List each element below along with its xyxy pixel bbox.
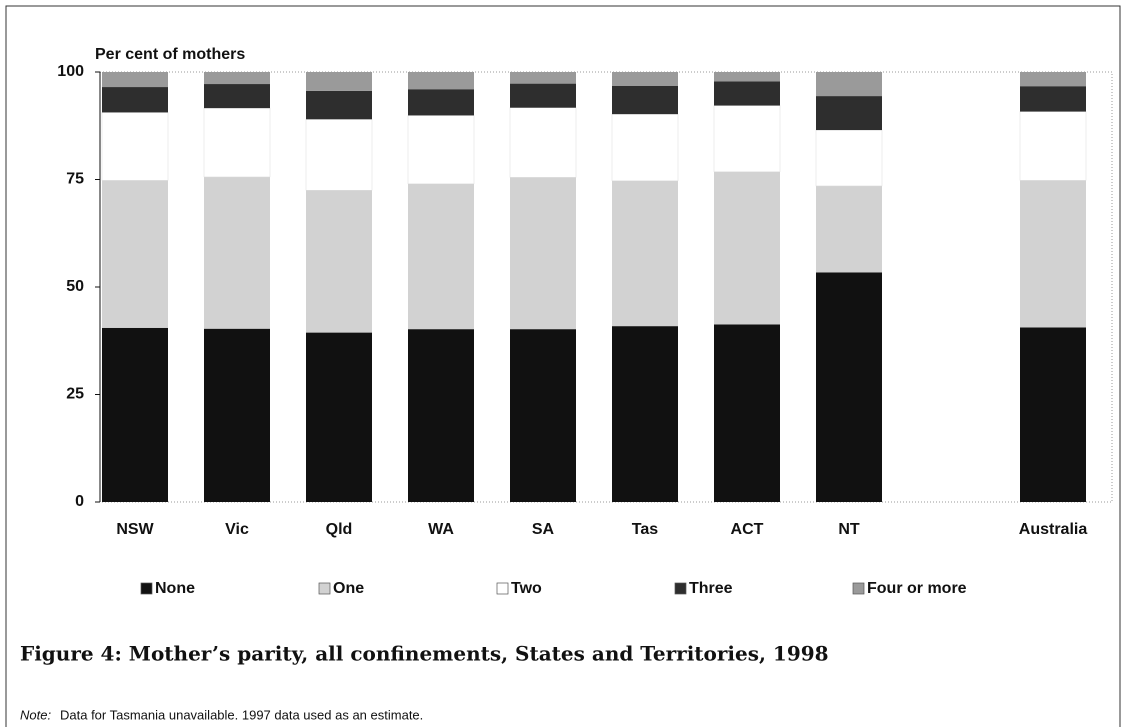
- legend-label: Four or more: [867, 580, 967, 597]
- bar-segment: [204, 72, 270, 85]
- legend-label: Two: [511, 580, 542, 597]
- bar-segment: [510, 72, 576, 84]
- legend-label: Three: [689, 580, 733, 597]
- bar-segment: [612, 72, 678, 86]
- bar-segment: [714, 324, 780, 502]
- legend-swatch: [852, 582, 865, 595]
- bar-segment: [408, 72, 474, 90]
- bar-segment: [203, 107, 271, 178]
- bar-segment: [1020, 86, 1086, 112]
- bar-segment: [306, 190, 372, 333]
- note: Data for Tasmania unavailable. 1997 data…: [60, 707, 423, 722]
- bar-segment: [816, 72, 882, 97]
- bar-segment: [204, 84, 270, 109]
- bar-segment: [509, 107, 577, 178]
- y-tick-label: 25: [66, 386, 84, 403]
- bar-segment: [816, 96, 882, 131]
- x-tick-label: Qld: [326, 521, 353, 538]
- bar-segment: [1020, 327, 1086, 502]
- legend-swatch: [674, 582, 687, 595]
- bar-segment: [306, 332, 372, 502]
- bar-segment: [510, 83, 576, 108]
- y-axis-title: Per cent of mothers: [95, 46, 245, 63]
- y-tick-label: 0: [75, 493, 84, 510]
- bar-segment: [714, 72, 780, 82]
- legend-swatch: [140, 582, 153, 595]
- bar-segment: [204, 328, 270, 502]
- bar-segment: [102, 72, 168, 88]
- bar-segment: [306, 90, 372, 120]
- x-tick-label: NT: [838, 521, 860, 538]
- x-tick-label: Australia: [1019, 521, 1088, 538]
- x-tick-label: Vic: [225, 521, 249, 538]
- bar-segment: [713, 105, 781, 173]
- bar-segment: [1019, 111, 1087, 181]
- bar-segment: [612, 85, 678, 115]
- x-tick-label: WA: [428, 521, 454, 538]
- bar-segment: [1020, 72, 1086, 87]
- bar-segment: [612, 180, 678, 327]
- y-tick-label: 100: [57, 63, 84, 80]
- legend-swatch: [496, 582, 509, 595]
- bar-segment: [510, 329, 576, 502]
- bar-segment: [204, 176, 270, 329]
- y-tick-label: 75: [66, 171, 84, 188]
- bar-segment: [306, 72, 372, 91]
- caption: Figure 4: Mother’s parity, all confineme…: [20, 642, 829, 666]
- bar-segment: [408, 183, 474, 330]
- x-tick-label: SA: [532, 521, 555, 538]
- bar-segment: [510, 177, 576, 330]
- legend-label: One: [333, 580, 364, 597]
- bar-segment: [407, 115, 475, 185]
- x-tick-label: ACT: [731, 521, 764, 538]
- bar-segment: [714, 171, 780, 325]
- bar-segment: [816, 185, 882, 273]
- bar-segment: [408, 329, 474, 502]
- legend-label: None: [155, 580, 195, 597]
- bar-segment: [305, 119, 373, 191]
- bar-segment: [1020, 180, 1086, 328]
- x-tick-label: NSW: [116, 521, 154, 538]
- bar-segment: [815, 129, 883, 187]
- y-tick-label: 50: [66, 278, 84, 295]
- x-tick-label: Tas: [632, 521, 658, 538]
- frame: [5, 5, 1121, 727]
- bar-segment: [102, 87, 168, 113]
- bar-segment: [102, 180, 168, 328]
- bar-segment: [612, 326, 678, 502]
- bar-segment: [816, 272, 882, 502]
- bar-segment: [611, 113, 679, 182]
- bar-segment: [102, 327, 168, 502]
- plot-area: [99, 71, 1113, 503]
- bar-segment: [408, 89, 474, 116]
- legend-swatch: [318, 582, 331, 595]
- note-label: Note:: [20, 707, 51, 722]
- bar-segment: [714, 81, 780, 106]
- bar-segment: [101, 112, 169, 181]
